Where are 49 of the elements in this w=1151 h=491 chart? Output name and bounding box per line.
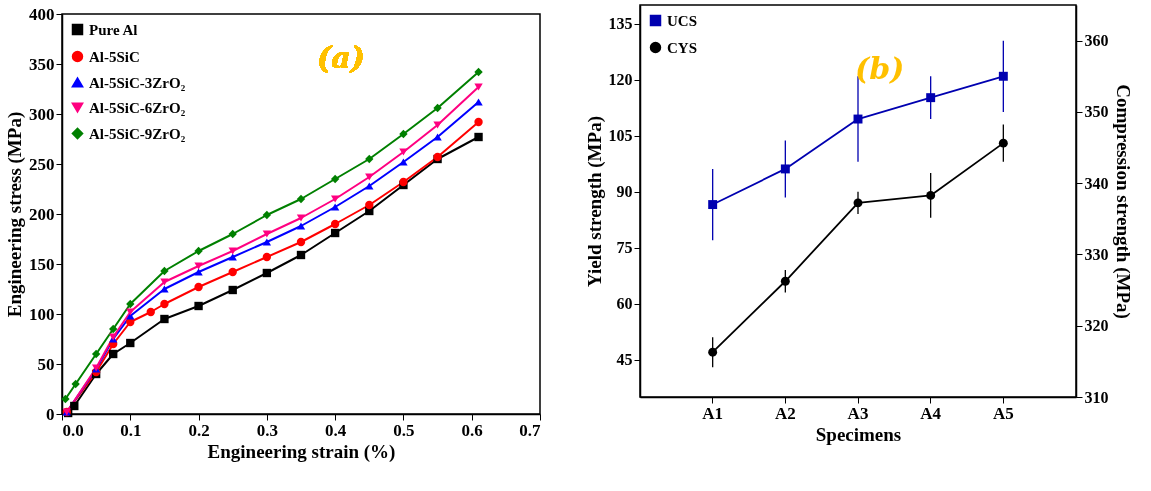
y2-tick-label: 330 (1084, 245, 1109, 263)
legend-label: Al-5SiC (89, 48, 140, 65)
x-tick-label: 0.7 (519, 420, 541, 440)
y-tick-label: 120 (608, 71, 633, 89)
x-tick-label: A3 (847, 403, 869, 423)
y2-axis-title: Compression strength (MPa) (1111, 84, 1134, 319)
annotation: (a) (317, 40, 365, 75)
y-axis-title: Yield strength (MPa) (583, 116, 606, 287)
x-tick-label: 0.2 (188, 420, 210, 440)
y-axis-title: Engineering stress (MPa) (4, 111, 26, 318)
y-tick-label: 300 (29, 104, 55, 124)
x-tick-label: 0.3 (256, 420, 278, 440)
annotation: (b) (855, 51, 905, 86)
x-tick-label: 0.4 (325, 420, 347, 440)
legend-label: UCS (667, 12, 698, 29)
y-tick-label: 200 (29, 204, 55, 224)
y-tick-label: 100 (29, 304, 55, 324)
y-tick-label: 135 (608, 15, 633, 33)
y-tick-label: 400 (29, 4, 55, 24)
y2-tick-label: 360 (1084, 32, 1109, 50)
x-tick-label: A1 (702, 403, 724, 423)
x-axis-title: Specimens (815, 423, 902, 445)
y-tick-label: 350 (29, 54, 55, 74)
x-tick-label: A2 (774, 403, 796, 423)
legend-label: Al-5SiC-9ZrO₂ (89, 125, 186, 142)
legend-label: Pure Al (89, 21, 138, 38)
y-tick-label: 150 (29, 254, 55, 274)
legend-label: Al-5SiC-6ZrO₂ (89, 99, 186, 116)
legend-label: Al-5SiC-3ZrO₂ (89, 74, 186, 91)
y-tick-label: 50 (37, 354, 55, 374)
y2-tick-label: 340 (1084, 174, 1109, 192)
x-tick-label: 0.1 (120, 420, 142, 440)
x-tick-label: A5 (992, 403, 1014, 423)
y2-tick-label: 310 (1084, 388, 1109, 406)
y-tick-label: 90 (616, 183, 633, 201)
x-tick-label: 0.6 (461, 420, 483, 440)
x-tick-label: 0.5 (393, 420, 415, 440)
y-tick-label: 0 (46, 404, 55, 424)
y-tick-label: 250 (29, 154, 55, 174)
y-tick-label: 45 (616, 351, 633, 369)
x-axis-title: Engineering strain (%) (207, 440, 396, 463)
y2-tick-label: 320 (1084, 317, 1109, 335)
y-tick-label: 60 (616, 295, 633, 313)
y-tick-label: 75 (616, 239, 633, 257)
x-tick-label: A4 (920, 403, 942, 423)
x-tick-label: 0.0 (62, 420, 84, 440)
legend-label: CYS (667, 39, 698, 56)
y2-tick-label: 350 (1084, 103, 1109, 121)
y-tick-label: 105 (608, 127, 633, 145)
